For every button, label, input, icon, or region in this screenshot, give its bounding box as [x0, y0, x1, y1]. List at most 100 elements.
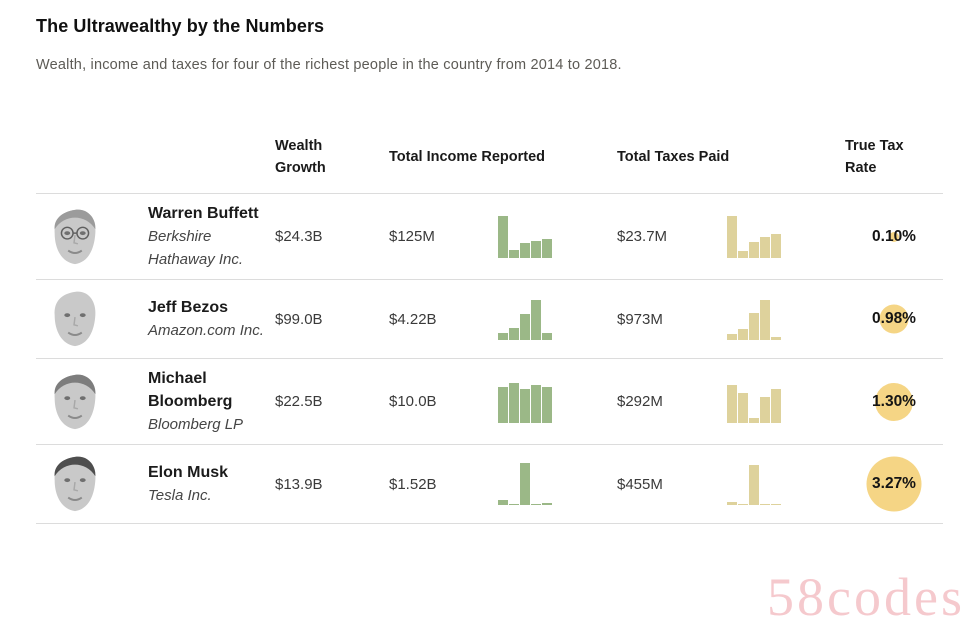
spark-bar	[509, 328, 519, 340]
taxes-sparkline-chart	[727, 381, 781, 423]
wealth-growth-value: $99.0B	[275, 310, 323, 328]
portrait-photo	[36, 371, 148, 433]
col-header-total-taxes-paid: Total Taxes Paid	[617, 149, 730, 165]
table-body: Warren Buffett Berkshire Hathaway Inc. $…	[36, 193, 943, 524]
income-sparkline-cell	[498, 215, 617, 258]
income-sparkline-cell	[498, 298, 617, 340]
spark-bar	[727, 502, 737, 505]
col-header-true-tax-rate: True Tax Rate	[845, 138, 904, 176]
spark-bar	[738, 329, 748, 340]
true-tax-rate-value: 0.98%	[872, 310, 916, 327]
rate-circle	[874, 382, 913, 421]
income-sparkline-chart	[498, 215, 552, 258]
income-sparkline-chart	[498, 381, 552, 423]
portrait-photo-image	[54, 209, 96, 264]
spark-bar	[542, 503, 552, 505]
spark-bar	[738, 250, 748, 258]
person-cell: Jeff Bezos Amazon.com Inc.	[148, 296, 275, 342]
spark-bar	[738, 504, 748, 505]
spark-bar	[749, 313, 759, 340]
rate-circle	[879, 304, 909, 334]
person-cell: Warren Buffett Berkshire Hathaway Inc.	[148, 202, 275, 271]
taxes-sparkline-cell	[727, 298, 845, 340]
rate-circle	[888, 231, 899, 242]
table-header: Wealth Growth Total Income Reported Tota…	[36, 121, 943, 193]
spark-bar	[542, 386, 552, 423]
total-taxes-value: $292M	[617, 393, 663, 410]
portrait-photo-image	[54, 456, 96, 512]
table-row: Michael Bloomberg Bloomberg LP $22.5B $1…	[36, 358, 943, 444]
taxes-sparkline-cell	[727, 463, 845, 505]
true-tax-rate-cell: 1.30%	[845, 382, 943, 421]
spark-bar	[509, 382, 519, 423]
spark-bar	[520, 463, 530, 505]
total-income-value: $1.52B	[389, 475, 437, 493]
spark-bar	[520, 314, 530, 340]
spark-bar	[771, 504, 781, 505]
person-company: Tesla Inc.	[148, 487, 212, 504]
person-name: Elon Musk	[148, 464, 229, 481]
spark-bar	[727, 384, 737, 423]
page-title: The Ultrawealthy by the Numbers	[36, 16, 325, 36]
page-subtitle: Wealth, income and taxes for four of the…	[36, 57, 622, 73]
col-header-wealth-growth: Wealth Growth	[275, 138, 326, 176]
watermark: 58codes	[767, 567, 965, 627]
person-company: Amazon.com Inc.	[148, 322, 264, 339]
portrait-photo	[36, 288, 148, 350]
true-tax-rate-cell: 0.98%	[845, 304, 943, 334]
person-name: Warren Buffett	[148, 205, 259, 222]
taxes-sparkline-chart	[727, 298, 781, 340]
spark-bar	[509, 504, 519, 505]
total-taxes-value: $23.7M	[617, 228, 668, 245]
true-tax-rate-value: 0.10%	[872, 227, 916, 245]
spark-bar	[531, 240, 541, 258]
total-taxes-value: $973M	[617, 310, 663, 328]
taxes-sparkline-cell	[727, 215, 845, 258]
taxes-sparkline-cell	[727, 381, 845, 423]
total-income-value: $125M	[389, 228, 435, 245]
income-sparkline-chart	[498, 463, 552, 505]
table-row: Jeff Bezos Amazon.com Inc. $99.0B $4.22B…	[36, 279, 943, 358]
spark-bar	[520, 242, 530, 258]
total-income-value: $4.22B	[389, 310, 437, 328]
spark-bar	[760, 396, 770, 423]
true-tax-rate-value: 1.30%	[872, 392, 916, 410]
spark-bar	[749, 465, 759, 505]
income-sparkline-cell	[498, 381, 617, 423]
spark-bar	[498, 386, 508, 423]
taxes-sparkline-chart	[727, 463, 781, 505]
income-sparkline-chart	[498, 298, 552, 340]
spark-bar	[749, 241, 759, 258]
true-tax-rate-value: 3.27%	[872, 475, 916, 492]
person-name: Jeff Bezos	[148, 299, 229, 316]
spark-bar	[771, 337, 781, 340]
table-row: Warren Buffett Berkshire Hathaway Inc. $…	[36, 193, 943, 279]
portrait-photo-image	[54, 374, 96, 429]
spark-bar	[760, 300, 770, 340]
spark-bar	[542, 333, 552, 340]
portrait-photo	[36, 206, 148, 268]
spark-bar	[727, 215, 737, 258]
person-company: Berkshire Hathaway Inc.	[148, 228, 244, 268]
spark-bar	[498, 500, 508, 505]
wealth-growth-value: $13.9B	[275, 475, 323, 493]
person-name: Michael Bloomberg	[148, 370, 233, 410]
person-cell: Elon Musk Tesla Inc.	[148, 461, 275, 507]
spark-bar	[771, 388, 781, 423]
portrait-photo	[36, 453, 148, 515]
spark-bar	[727, 334, 737, 340]
spark-bar	[531, 384, 541, 423]
person-cell: Michael Bloomberg Bloomberg LP	[148, 367, 275, 436]
wealth-growth-value: $24.3B	[275, 228, 323, 245]
spark-bar	[542, 238, 552, 258]
spark-bar	[531, 504, 541, 505]
spark-bar	[760, 236, 770, 258]
rate-circle	[866, 456, 922, 512]
portrait-photo-image	[54, 291, 96, 347]
taxes-sparkline-chart	[727, 215, 781, 258]
true-tax-rate-cell: 0.10%	[845, 228, 943, 246]
table-row: Elon Musk Tesla Inc. $13.9B $1.52B $455M…	[36, 444, 943, 523]
true-tax-rate-badge: 3.27%	[866, 456, 922, 512]
spark-bar	[738, 392, 748, 423]
spark-bar	[520, 388, 530, 423]
